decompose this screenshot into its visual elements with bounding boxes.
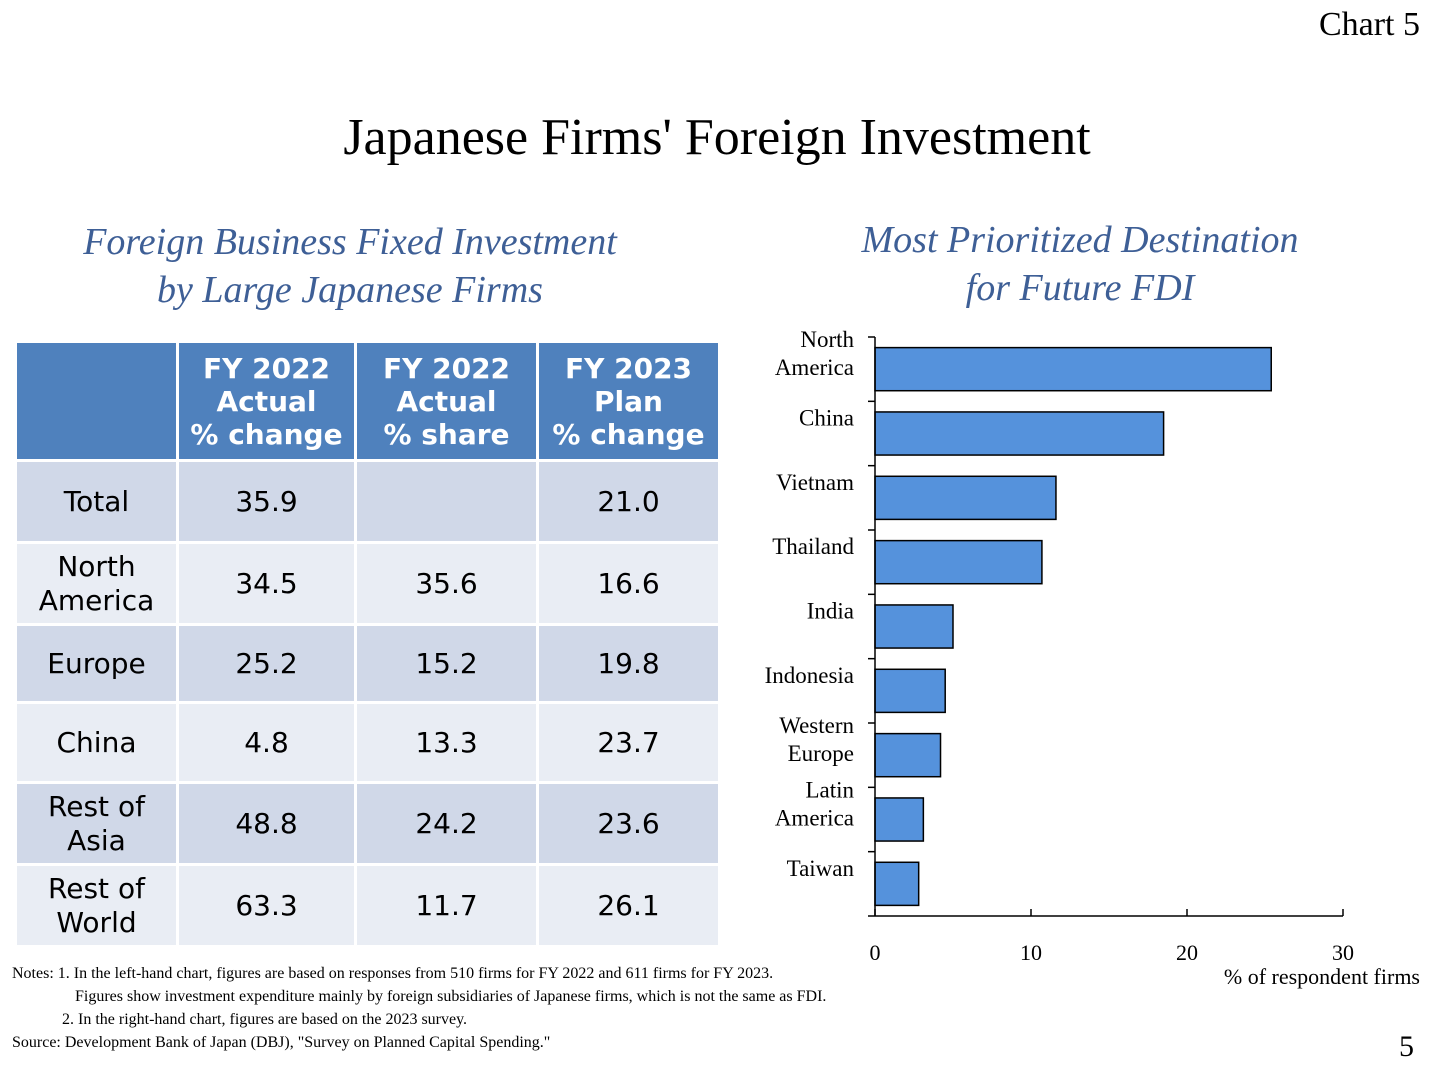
row-label: Total — [14, 459, 179, 544]
cell-actual-share: 13.3 — [354, 701, 539, 784]
row-label: North America — [14, 541, 179, 626]
row-label-line: China — [56, 725, 137, 759]
row-label-line: Rest of — [48, 789, 145, 823]
page-number: 5 — [1399, 1030, 1414, 1063]
cell-actual-change: 4.8 — [176, 701, 357, 784]
category-label: Latin — [805, 778, 854, 803]
category-label: Western — [779, 713, 854, 738]
row-label-line: Europe — [47, 646, 146, 680]
row-label-line: Total — [63, 484, 130, 518]
notes: Notes: 1. In the left-hand chart, figure… — [12, 962, 826, 1054]
header-fy2022-actual-change: FY 2022 Actual % change — [176, 340, 357, 462]
bar — [874, 604, 954, 649]
category-label: Indonesia — [765, 663, 854, 688]
left-subtitle-line-1: Foreign Business Fixed Investment — [83, 221, 617, 263]
header-line: % share — [383, 417, 510, 451]
cell-actual-change: 34.5 — [176, 541, 357, 626]
header-line: FY 2022 — [382, 351, 511, 385]
category-label: Thailand — [772, 534, 854, 559]
header-line: FY 2022 — [202, 351, 331, 385]
row-label-line: Asia — [67, 823, 126, 857]
bar — [874, 668, 946, 714]
cell-actual-share: 15.2 — [354, 623, 539, 704]
note-line-1: Notes: 1. In the left-hand chart, figure… — [12, 965, 774, 982]
category-label: Taiwan — [787, 856, 855, 881]
fdi-destination-bar-chart: North America China Vietnam Thailand India Ind… — [765, 327, 1420, 989]
right-subtitle-line-2: for Future FDI — [965, 267, 1195, 309]
header-line: % change — [190, 417, 343, 451]
source-line: Source: Development Bank of Japan (DBJ),… — [12, 1034, 551, 1051]
row-label-line: America — [38, 583, 155, 617]
table-row-rest-of-asia: Rest of Asia 48.8 24.2 23.6 — [14, 781, 721, 866]
bar — [874, 797, 925, 842]
cell-plan-change: 26.1 — [536, 863, 721, 948]
bar — [874, 861, 920, 907]
bar — [874, 346, 1272, 392]
category-label: China — [799, 406, 854, 431]
cell-actual-share: 35.6 — [354, 541, 539, 626]
table-row-total: Total 35.9 21.0 — [14, 459, 721, 544]
category-label: Europe — [788, 741, 854, 766]
x-tick-label: 0 — [870, 940, 881, 965]
header-fy2023-plan-change: FY 2023 Plan % change — [536, 340, 721, 462]
cell-plan-change: 19.8 — [536, 623, 721, 704]
header-blank — [14, 340, 179, 462]
cell-actual-share — [354, 459, 539, 544]
header-line: Plan — [594, 384, 663, 418]
chart-number: Chart 5 — [1318, 6, 1420, 43]
note-line-2: Figures show investment expenditure main… — [75, 988, 827, 1005]
bar — [874, 411, 1165, 456]
cell-actual-change: 48.8 — [176, 781, 357, 866]
left-subtitle-line-2: by Large Japanese Firms — [157, 269, 543, 311]
category-label: America — [775, 355, 854, 380]
category-label: Vietnam — [776, 470, 854, 495]
row-label-line: Rest of — [48, 871, 145, 905]
row-label-line: North — [57, 549, 136, 583]
header-line: % change — [552, 417, 705, 451]
category-label: North — [800, 327, 854, 352]
row-label: China — [14, 701, 179, 784]
bar — [874, 539, 1043, 585]
x-tick-label: 30 — [1332, 940, 1354, 965]
row-label: Rest of World — [14, 863, 179, 948]
header-fy2022-actual-share: FY 2022 Actual % share — [354, 340, 539, 462]
x-tick-label: 20 — [1176, 940, 1198, 965]
category-label: India — [807, 599, 854, 624]
category-label: America — [775, 806, 854, 831]
cell-plan-change: 21.0 — [536, 459, 721, 544]
cell-plan-change: 16.6 — [536, 541, 721, 626]
row-label: Rest of Asia — [14, 781, 179, 866]
table-header-row: FY 2022 Actual % change FY 2022 Actual %… — [14, 340, 721, 462]
x-axis-title: % of respondent firms — [1224, 964, 1420, 989]
page-title: Japanese Firms' Foreign Investment — [343, 109, 1091, 166]
table-row-rest-of-world: Rest of World 63.3 11.7 26.1 — [14, 863, 721, 948]
header-line: Actual — [216, 384, 317, 418]
table-row-china: China 4.8 13.3 23.7 — [14, 701, 721, 784]
note-line-3: 2. In the right-hand chart, figures are … — [62, 1011, 468, 1028]
cell-actual-change: 25.2 — [176, 623, 357, 704]
x-tick-label: 10 — [1020, 940, 1042, 965]
cell-plan-change: 23.6 — [536, 781, 721, 866]
row-label: Europe — [14, 623, 179, 704]
cell-actual-share: 11.7 — [354, 863, 539, 948]
bar — [874, 732, 942, 778]
right-subtitle: Most Prioritized Destination for Future … — [780, 216, 1380, 312]
right-subtitle-line-1: Most Prioritized Destination — [861, 219, 1299, 261]
table-row-europe: Europe 25.2 15.2 19.8 — [14, 623, 721, 704]
left-subtitle: Foreign Business Fixed Investment by Lar… — [20, 218, 680, 314]
investment-table: FY 2022 Actual % change FY 2022 Actual %… — [14, 340, 721, 948]
bar — [874, 475, 1057, 521]
cell-plan-change: 23.7 — [536, 701, 721, 784]
row-label-line: World — [56, 905, 137, 939]
header-line: FY 2023 — [564, 351, 693, 385]
cell-actual-change: 63.3 — [176, 863, 357, 948]
header-line: Actual — [396, 384, 497, 418]
cell-actual-change: 35.9 — [176, 459, 357, 544]
table-row-north-america: North America 34.5 35.6 16.6 — [14, 541, 721, 626]
cell-actual-share: 24.2 — [354, 781, 539, 866]
